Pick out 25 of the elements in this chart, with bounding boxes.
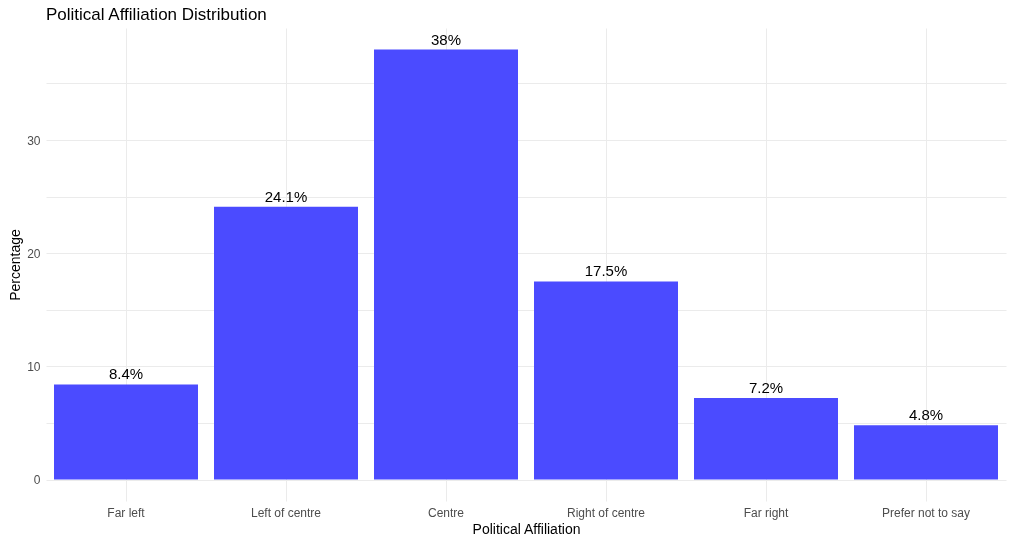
data-label: 17.5% — [584, 262, 628, 280]
bar — [54, 384, 198, 480]
data-label: 7.2% — [748, 379, 784, 397]
x-tick-label: Right of centre — [566, 505, 646, 520]
bar — [214, 206, 358, 480]
y-tick-label: 30 — [27, 133, 41, 148]
x-tick-label: Centre — [427, 505, 465, 520]
x-axis-title: Political Affiliation — [472, 520, 581, 537]
x-tick-label: Left of centre — [250, 505, 322, 520]
data-label: 24.1% — [264, 187, 308, 205]
x-tick-label: Prefer not to say — [881, 505, 971, 520]
bar — [694, 398, 838, 480]
y-axis-title: Percentage — [7, 228, 24, 301]
x-tick-label: Far right — [743, 505, 789, 520]
bar — [374, 49, 518, 480]
y-tick-label: 10 — [27, 359, 41, 374]
bar — [534, 281, 678, 480]
data-label: 4.8% — [908, 406, 944, 424]
x-tick-label: Far left — [107, 505, 146, 520]
chart-title: Political Affiliation Distribution — [46, 5, 267, 24]
data-label: 38% — [430, 30, 462, 48]
bar — [854, 425, 998, 480]
y-tick-label: 0 — [33, 473, 41, 487]
data-label: 8.4% — [108, 365, 144, 383]
y-tick-label: 20 — [27, 246, 41, 261]
